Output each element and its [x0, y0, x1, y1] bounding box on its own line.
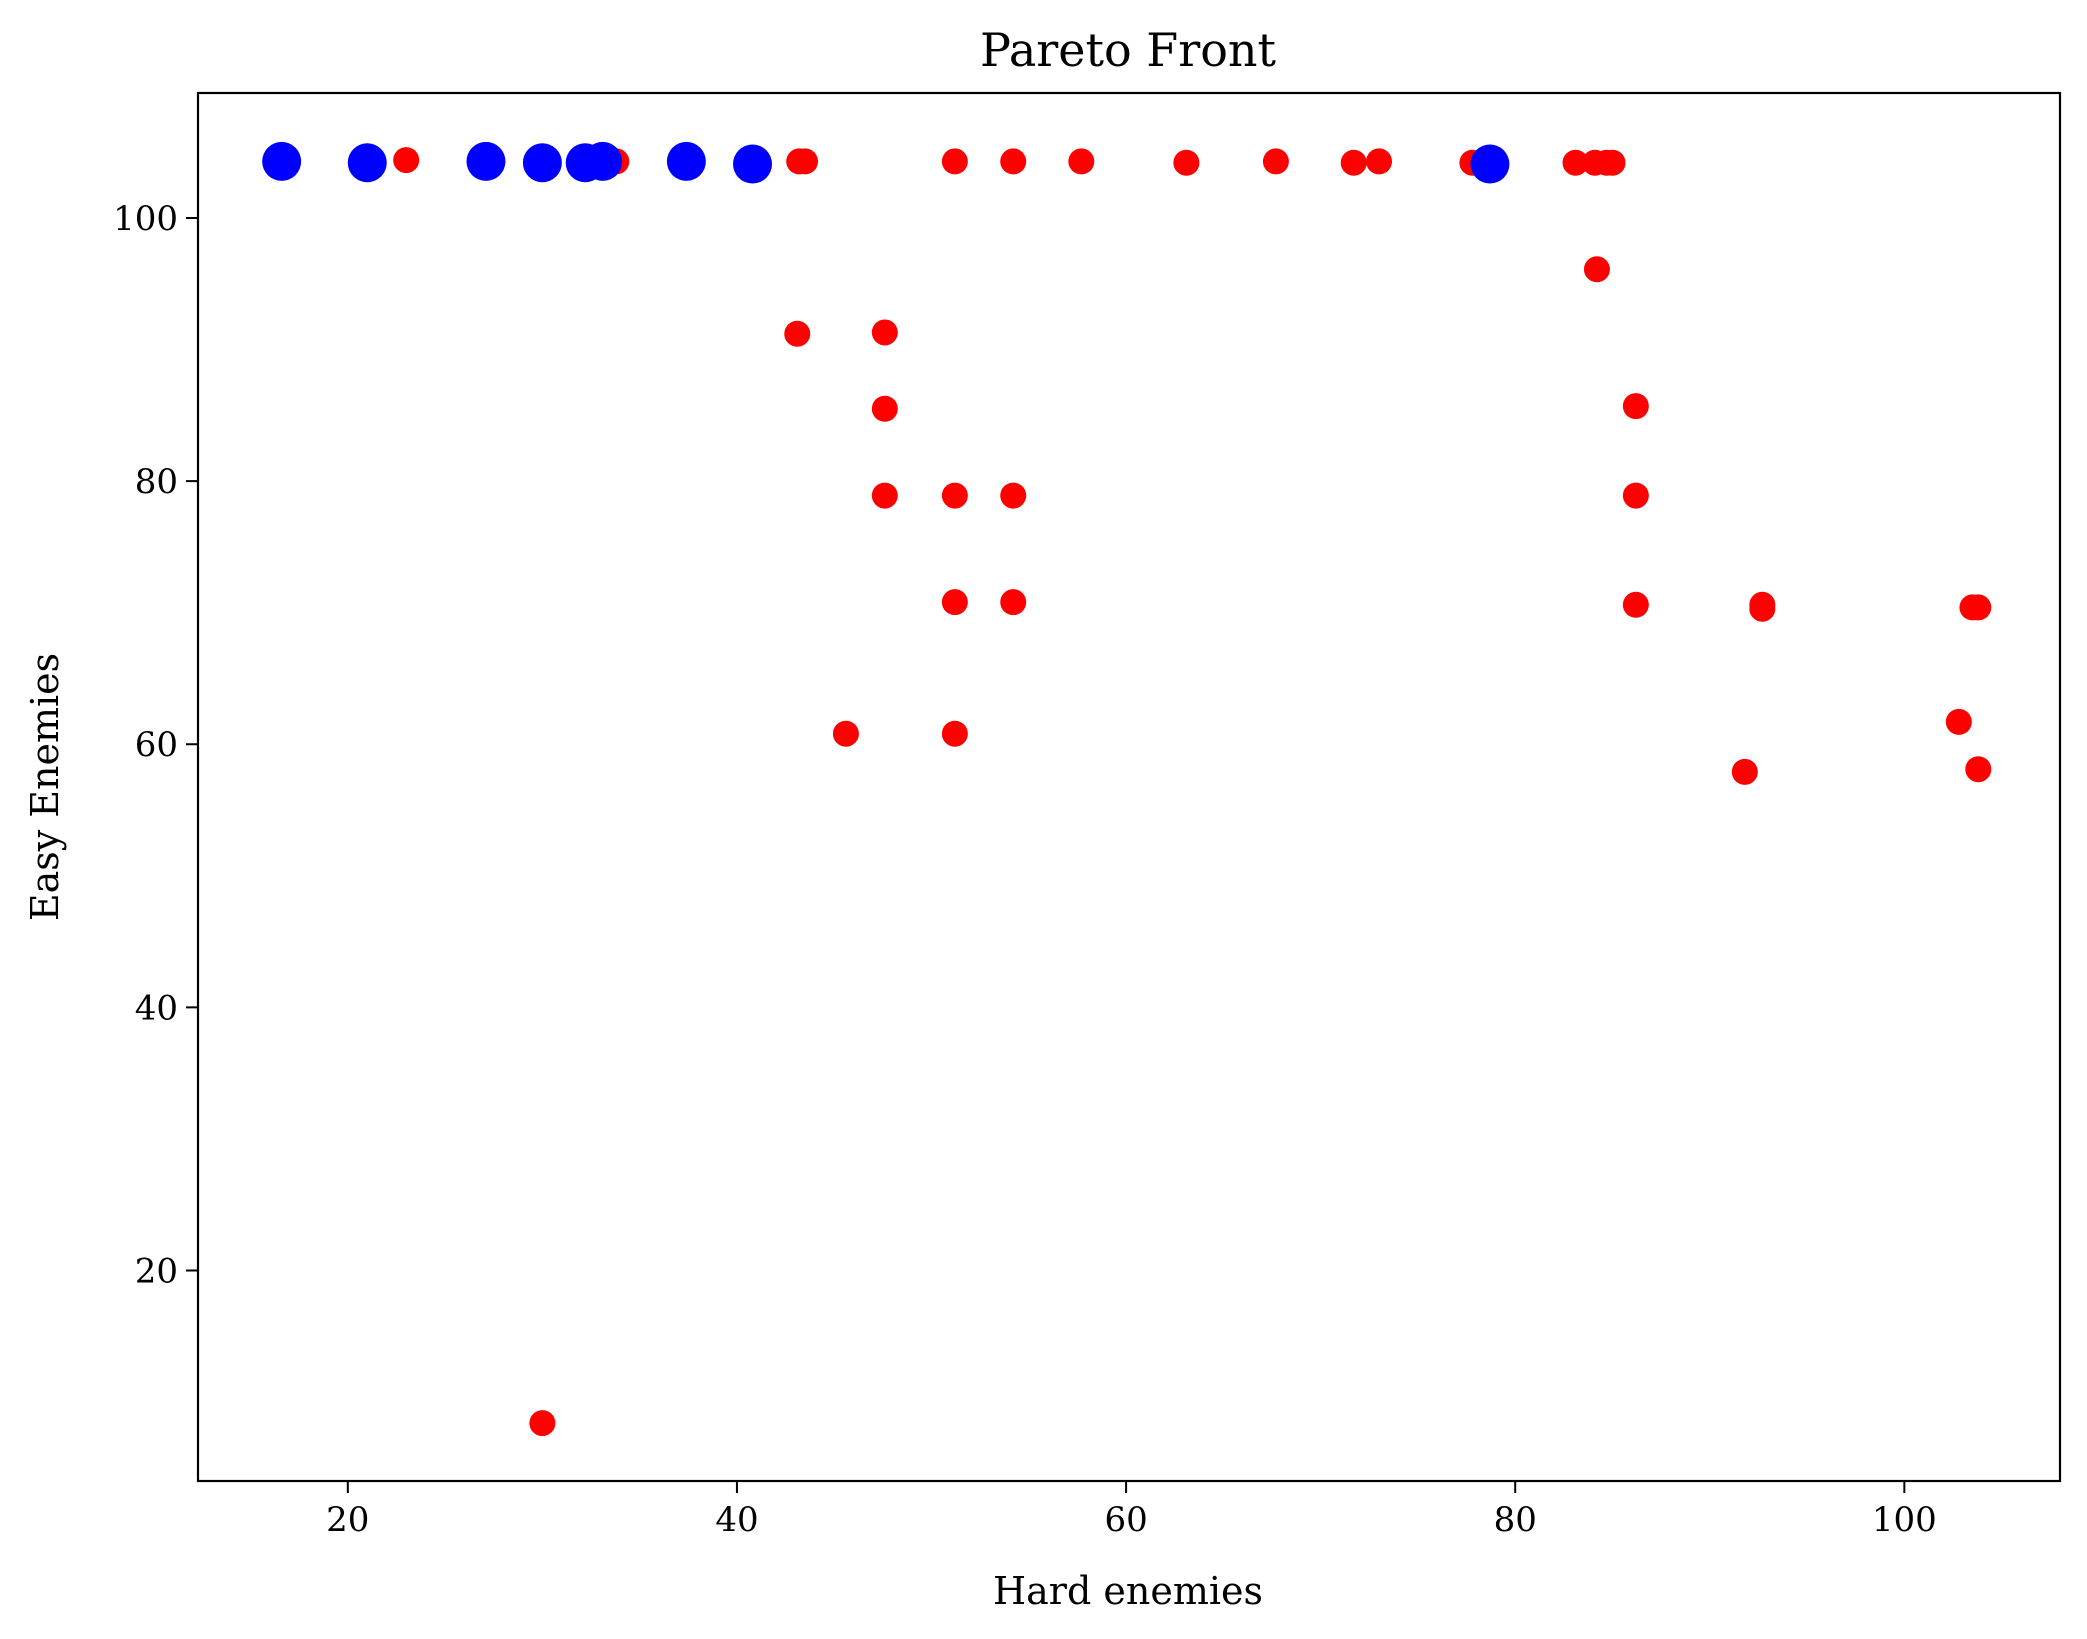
scatter-point — [1262, 148, 1289, 175]
y-axis-label: Easy Enemies — [23, 653, 67, 921]
scatter-point — [1945, 708, 1972, 735]
chart-title: Pareto Front — [980, 23, 1277, 77]
scatter-point — [1583, 256, 1610, 283]
scatter-point — [262, 141, 302, 181]
x-tick-label: 60 — [1104, 1500, 1147, 1540]
x-axis: 20 40 60 80 100 — [326, 1481, 1937, 1540]
x-tick-label: 40 — [715, 1500, 758, 1540]
scatter-point — [1622, 591, 1649, 618]
scatter-point — [784, 320, 811, 347]
scatter-point — [666, 141, 706, 181]
scatter-series-1 — [393, 147, 1992, 1437]
scatter-point — [522, 143, 562, 183]
scatter-point — [466, 141, 506, 181]
scatter-point — [1366, 148, 1393, 175]
scatter-point — [1622, 482, 1649, 509]
scatter-point — [871, 395, 898, 422]
scatter-point — [871, 482, 898, 509]
scatter-point — [1562, 149, 1589, 176]
scatter-point — [1173, 149, 1200, 176]
scatter-point — [583, 141, 623, 181]
scatter-point — [1340, 149, 1367, 176]
y-tick-label: 40 — [135, 988, 178, 1028]
plot-area — [262, 141, 1992, 1437]
scatter-point — [347, 143, 387, 183]
scatter-point — [1622, 393, 1649, 420]
y-tick-label: 80 — [135, 462, 178, 502]
scatter-series-2 — [262, 141, 1510, 184]
scatter-point — [832, 720, 859, 747]
scatter-point — [1000, 148, 1027, 175]
scatter-point — [1470, 144, 1510, 184]
scatter-point — [1965, 756, 1992, 783]
scatter-point — [1000, 589, 1027, 616]
y-tick-label: 60 — [135, 725, 178, 765]
scatter-point — [529, 1410, 556, 1437]
scatter-point — [393, 147, 420, 174]
x-tick-label: 100 — [1872, 1500, 1937, 1540]
scatter-point — [941, 589, 968, 616]
scatter-point — [1749, 595, 1776, 622]
scatter-point — [1599, 149, 1626, 176]
x-tick-label: 20 — [326, 1500, 369, 1540]
scatter-point — [792, 148, 819, 175]
axes-frame — [196, 91, 2062, 1483]
scatter-point — [941, 148, 968, 175]
y-tick-label: 20 — [135, 1251, 178, 1291]
x-tick-label: 80 — [1494, 1500, 1537, 1540]
y-axis: 20 40 60 80 100 — [113, 199, 198, 1291]
scatter-point — [1731, 758, 1758, 785]
scatter-point — [733, 144, 773, 184]
scatter-point — [941, 482, 968, 509]
scatter-point — [1000, 482, 1027, 509]
scatter-point — [871, 319, 898, 346]
scatter-point — [1068, 148, 1095, 175]
x-axis-label: Hard enemies — [993, 1569, 1263, 1613]
scatter-point — [941, 720, 968, 747]
y-tick-label: 100 — [113, 199, 178, 239]
scatter-point — [1965, 594, 1992, 621]
